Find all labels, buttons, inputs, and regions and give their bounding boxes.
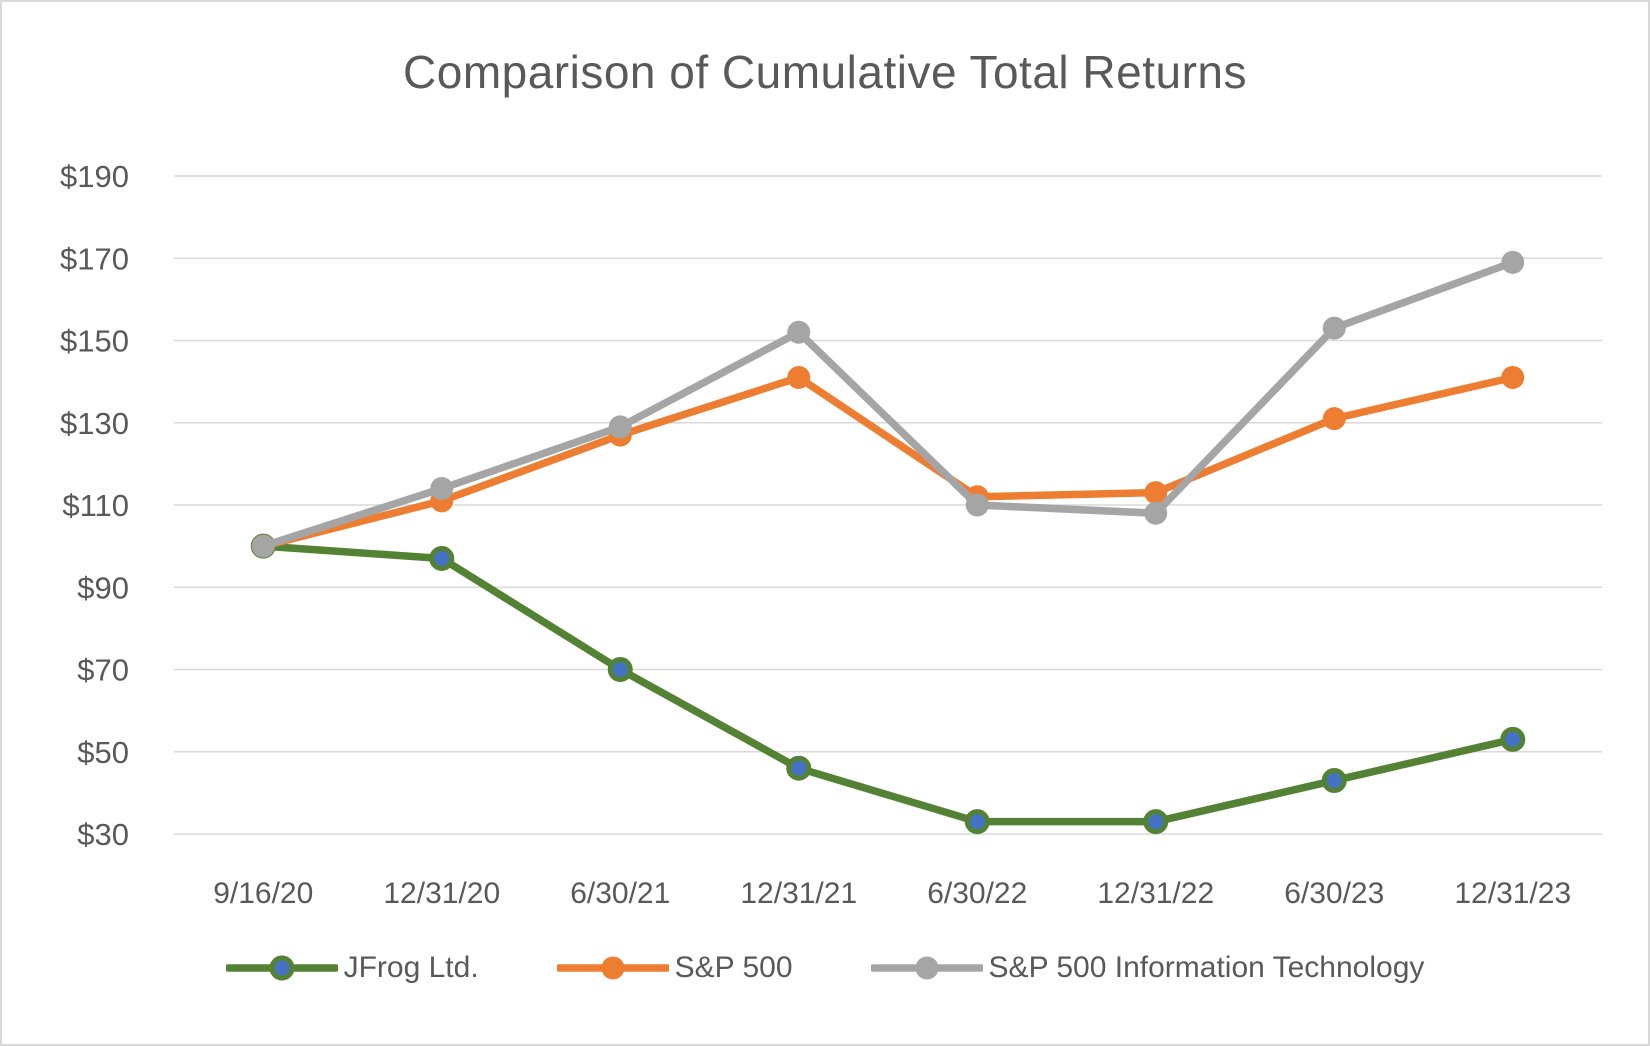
data-point-s-p-500 [787,366,811,390]
legend-marker-dot [601,956,625,980]
y-axis-tick-label: $130 [60,406,129,441]
legend-item-s-p-500-information-technology: S&P 500 Information Technology [870,951,1425,985]
data-point-jfrog-ltd [1143,809,1169,835]
x-axis-tick-label: 6/30/22 [927,877,1027,910]
data-point-jfrog-ltd [429,545,455,571]
series-line-s-p-500-information-technology [259,258,1517,550]
x-axis-tick-label: 12/31/22 [1097,877,1214,910]
x-axis-tick-label: 6/30/23 [1284,877,1384,910]
data-point-jfrog-ltd [786,755,812,781]
x-axis-tick-label: 12/31/23 [1454,877,1571,910]
series-line-s-p-500 [259,373,1517,550]
legend-marker-jfrog-ltd [225,955,338,981]
data-point-s-p-500-information-technology [965,493,989,517]
x-axis-tick-label: 12/31/21 [740,877,857,910]
series-line-jfrog-ltd [259,542,1517,826]
y-axis-tick-label: $150 [60,324,129,359]
legend-item-jfrog-ltd: JFrog Ltd. [225,951,479,985]
y-axis-tick-label: $190 [60,159,129,194]
data-point-s-p-500-information-technology [608,415,632,439]
data-point-s-p-500-information-technology [1144,501,1168,525]
legend-item-s-p-500: S&P 500 [556,951,793,985]
y-axis-tick-label: $50 [77,735,129,770]
data-point-jfrog-ltd [1500,726,1526,752]
data-point-s-p-500-information-technology [1501,250,1525,274]
y-axis-tick-label: $110 [62,488,129,523]
x-axis-tick-label: 6/30/21 [570,877,670,910]
data-point-s-p-500 [1322,407,1346,431]
y-axis-tick-label: $90 [77,570,129,605]
data-point-s-p-500 [1144,481,1168,505]
legend-marker-s-p-500 [556,956,669,980]
data-point-s-p-500-information-technology [251,534,275,558]
legend-marker-s-p-500-information-technology [870,956,983,980]
y-axis-tick-label: $70 [77,653,129,688]
legend-label: JFrog Ltd. [343,951,479,984]
legend-marker-dot [269,955,295,981]
y-axis-tick-label: $30 [77,817,129,852]
chart-legend: JFrog Ltd. S&P 500 S&P 500 Information Tec… [2,938,1648,998]
data-point-jfrog-ltd [964,809,990,835]
x-axis-tick-label: 12/31/20 [383,877,500,910]
chart-title: Comparison of Cumulative Total Returns [403,46,1247,98]
data-point-s-p-500-information-technology [1322,316,1346,340]
data-point-s-p-500-information-technology [430,477,454,501]
x-axis-tick-label: 9/16/20 [213,877,313,910]
legend-marker-dot [915,956,939,980]
data-point-s-p-500 [1501,366,1525,390]
data-point-jfrog-ltd [607,657,633,682]
legend-label: S&P 500 Information Technology [988,951,1425,984]
data-point-jfrog-ltd [1321,768,1347,794]
legend-label: S&P 500 [674,951,793,984]
data-point-s-p-500-information-technology [787,320,811,344]
y-axis-tick-label: $170 [60,241,129,276]
